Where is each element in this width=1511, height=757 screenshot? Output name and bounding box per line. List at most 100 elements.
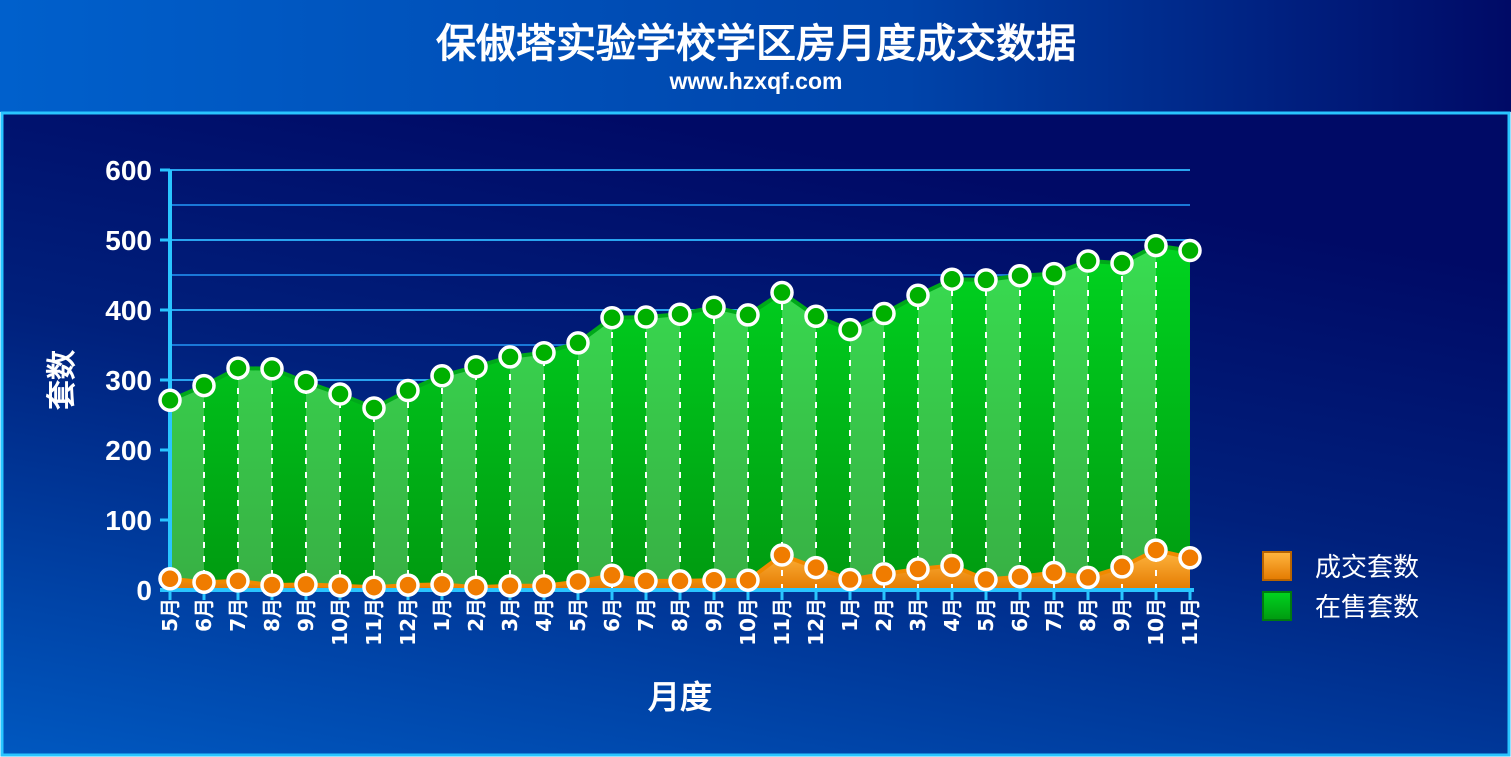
onsale-point	[634, 305, 658, 329]
x-tick-label: 10月	[1144, 598, 1168, 646]
y-tick-label: 300	[105, 365, 152, 396]
sold-point	[702, 568, 726, 592]
y-tick-label: 0	[136, 575, 152, 606]
onsale-point	[1144, 233, 1168, 258]
y-tick-label: 100	[105, 505, 152, 536]
x-tick-label: 1月	[838, 598, 862, 632]
onsale-area-stripe	[986, 275, 1020, 590]
y-tick-label: 500	[105, 225, 152, 256]
x-tick-label: 12月	[804, 598, 828, 646]
x-tick-label: 9月	[1110, 598, 1134, 632]
x-tick-label: 8月	[1076, 598, 1100, 632]
sold-point	[362, 575, 386, 599]
onsale-point	[328, 382, 352, 406]
onsale-point	[566, 331, 590, 355]
legend-swatch	[1262, 591, 1292, 621]
x-tick-label: 11月	[770, 598, 794, 646]
x-tick-label: 4月	[940, 598, 964, 632]
onsale-area-stripe	[306, 382, 340, 590]
onsale-point	[226, 356, 250, 380]
x-tick-label: 3月	[906, 598, 930, 632]
x-tick-label: 3月	[498, 598, 522, 632]
x-tick-label: 4月	[532, 598, 556, 632]
onsale-point	[906, 283, 930, 308]
onsale-point	[532, 340, 556, 365]
sold-point	[158, 567, 182, 591]
onsale-point	[1042, 261, 1066, 286]
chart-subtitle: www.hzxqf.com	[669, 68, 843, 94]
legend-label: 成交套数	[1315, 553, 1419, 583]
y-tick-label: 400	[105, 295, 152, 326]
onsale-point	[838, 317, 862, 342]
sold-point	[226, 569, 250, 593]
x-tick-label: 12月	[396, 598, 420, 646]
x-tick-label: 6月	[1008, 598, 1032, 632]
onsale-point	[498, 345, 522, 369]
x-tick-label: 7月	[1042, 598, 1066, 632]
sold-point	[328, 574, 352, 598]
x-tick-label: 6月	[600, 598, 624, 632]
onsale-area-stripe	[1054, 261, 1088, 590]
x-tick-label: 7月	[226, 598, 250, 632]
onsale-point	[192, 373, 216, 398]
onsale-point	[260, 357, 284, 381]
onsale-point	[396, 378, 420, 403]
onsale-area-stripe	[170, 385, 204, 590]
sold-point	[1110, 555, 1134, 579]
onsale-point	[974, 268, 998, 292]
onsale-area-stripe	[1122, 245, 1156, 590]
sold-point	[1076, 565, 1100, 590]
x-tick-label: 2月	[872, 598, 896, 632]
x-tick-label: 10月	[328, 598, 352, 646]
x-tick-label: 8月	[668, 598, 692, 632]
sold-point	[1144, 538, 1168, 562]
onsale-point	[294, 370, 318, 394]
onsale-point	[430, 364, 454, 388]
area-layer	[169, 243, 1191, 590]
x-tick-label: 7月	[634, 598, 658, 632]
onsale-point	[362, 396, 386, 420]
sold-point	[1008, 564, 1032, 589]
onsale-area-stripe	[578, 317, 612, 590]
x-tick-label: 9月	[702, 598, 726, 632]
sold-area	[170, 550, 1190, 590]
onsale-area-stripe	[714, 307, 748, 590]
sold-point	[192, 570, 216, 595]
legend-swatch	[1262, 551, 1292, 581]
onsale-point	[940, 267, 964, 291]
sold-point	[804, 555, 828, 580]
x-tick-label: 11月	[1178, 598, 1202, 646]
onsale-area-stripe	[646, 314, 680, 590]
onsale-point	[736, 303, 760, 327]
onsale-point	[804, 304, 828, 329]
onsale-point	[600, 305, 624, 330]
onsale-area-stripe	[374, 390, 408, 590]
x-tick-label: 9月	[294, 598, 318, 632]
sold-point	[396, 573, 420, 597]
sold-point	[1178, 546, 1202, 570]
onsale-area-stripe	[918, 279, 952, 590]
sold-point	[736, 568, 760, 592]
sold-point	[940, 553, 964, 578]
sold-point	[974, 567, 998, 592]
marker-layer	[158, 233, 1202, 599]
x-tick-label: 1月	[430, 598, 454, 632]
sold-point	[260, 573, 284, 597]
onsale-area-stripe	[442, 366, 476, 590]
x-tick-label: 8月	[260, 598, 284, 632]
y-tick-label: 200	[105, 435, 152, 466]
chart-title: 保俶塔实验学校学区房月度成交数据	[436, 21, 1076, 67]
sold-point	[770, 543, 794, 567]
x-tick-label: 10月	[736, 598, 760, 646]
onsale-point	[668, 302, 692, 326]
sold-point	[294, 572, 318, 597]
x-tick-label: 5月	[158, 598, 182, 632]
onsale-area-stripe	[782, 292, 816, 590]
x-tick-label: 11月	[362, 598, 386, 646]
sold-point	[566, 569, 590, 594]
sold-point	[532, 574, 556, 598]
sold-point	[600, 563, 624, 588]
